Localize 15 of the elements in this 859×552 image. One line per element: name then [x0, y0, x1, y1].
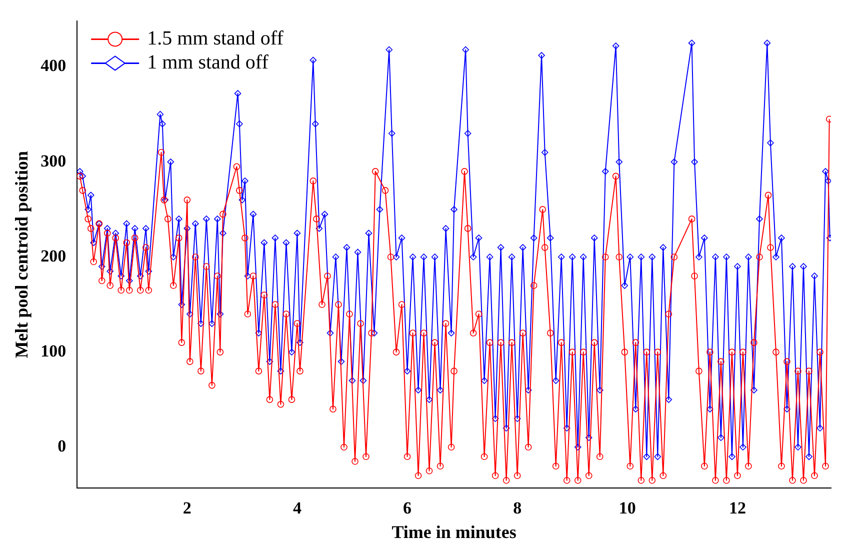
y-tick-label: 100 [40, 341, 66, 360]
legend-label: 1.5 mm stand off [147, 27, 284, 50]
legend-label: 1 mm stand off [147, 51, 269, 74]
x-tick-label: 4 [292, 498, 302, 518]
x-tick-label: 10 [618, 498, 636, 518]
y-tick-label: 400 [40, 56, 66, 76]
y-tick-label: 200 [40, 246, 66, 266]
y-axis-title: Melt pool centroid position [11, 151, 32, 358]
x-tick-label: 6 [403, 498, 412, 518]
x-tick-label: 8 [513, 498, 522, 518]
x-tick-label: 2 [182, 498, 192, 518]
y-tick-label: 300 [40, 151, 66, 170]
y-tick-label: 0 [58, 436, 66, 456]
x-axis-title: Time in minutes [392, 522, 516, 542]
x-tick-label: 12 [728, 498, 746, 518]
